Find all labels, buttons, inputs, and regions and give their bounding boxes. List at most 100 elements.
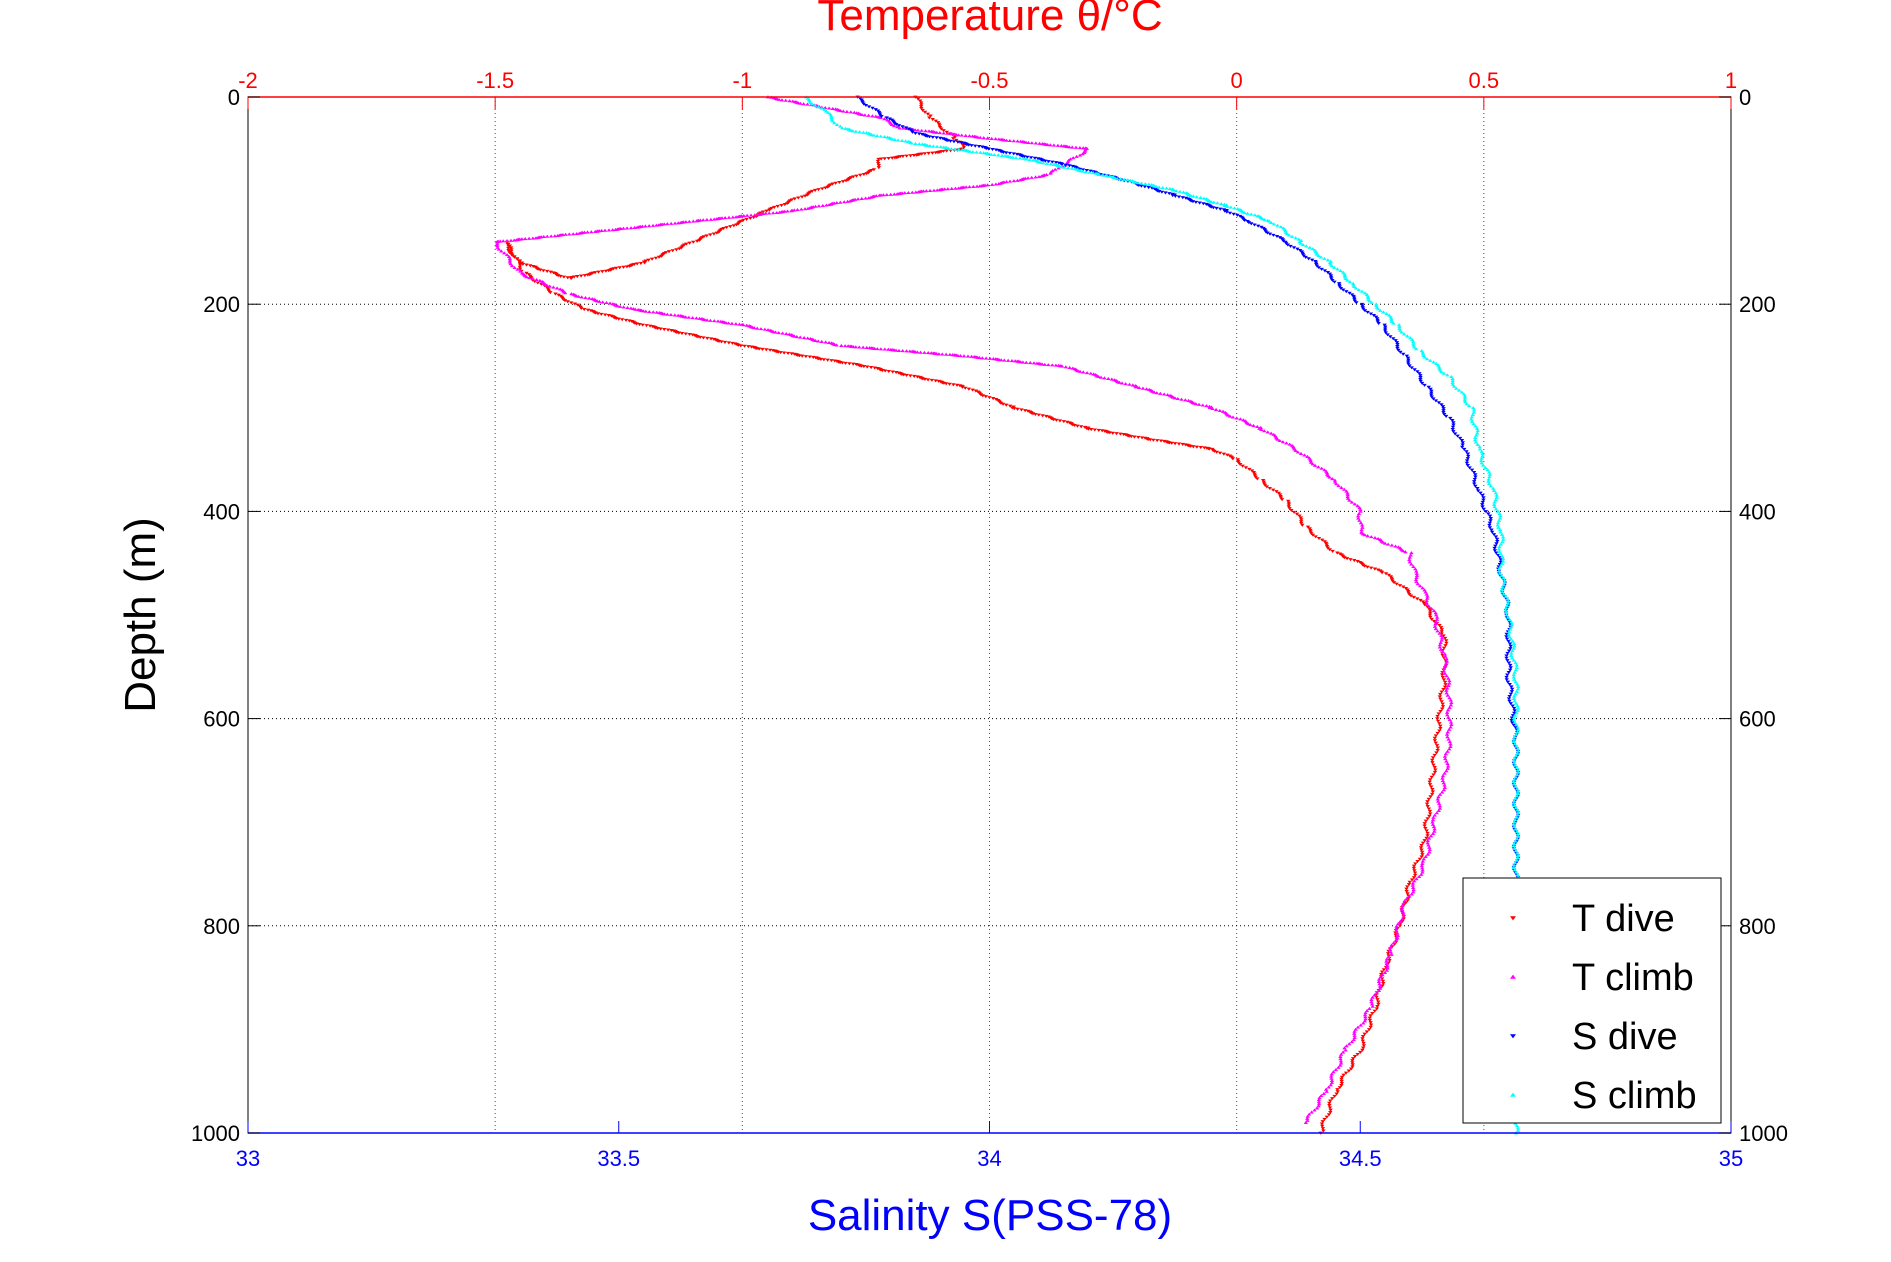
data-point [1325, 258, 1331, 262]
data-point [1332, 280, 1337, 284]
data-point [1407, 364, 1412, 368]
data-point [1437, 631, 1442, 635]
data-point [1426, 843, 1431, 847]
data-point [834, 122, 840, 126]
data-point [1487, 475, 1492, 479]
data-point [1004, 151, 1009, 155]
data-point [1333, 1067, 1339, 1072]
data-point [1505, 597, 1510, 601]
data-point [1025, 155, 1030, 159]
data-point [1408, 553, 1413, 557]
data-point [891, 124, 897, 128]
data-point [600, 300, 605, 304]
data-point [1445, 730, 1450, 734]
data-point [1511, 822, 1516, 826]
data-point [1059, 364, 1065, 368]
data-point [832, 121, 837, 125]
data-point [527, 276, 532, 280]
data-point [1436, 365, 1442, 369]
data-point [1360, 1037, 1365, 1041]
data-point [1397, 584, 1403, 588]
data-point [1320, 1127, 1326, 1131]
data-point [1348, 558, 1353, 562]
data-point [1198, 195, 1203, 199]
data-point [967, 134, 972, 138]
data-point [886, 369, 891, 374]
data-point [1440, 774, 1446, 778]
data-point [1488, 484, 1494, 488]
data-point [1084, 168, 1089, 173]
data-point [993, 398, 999, 402]
data-point [1509, 656, 1515, 660]
data-point [956, 133, 961, 137]
data-point [638, 261, 644, 266]
data-point [1433, 627, 1438, 631]
data-point [658, 254, 664, 258]
data-point [1050, 160, 1055, 164]
data-point [751, 216, 756, 220]
data-point [755, 212, 760, 217]
data-point [804, 193, 810, 197]
data-point [1498, 530, 1503, 534]
data-point [1271, 233, 1276, 237]
data-point [1430, 831, 1436, 836]
data-point [683, 332, 688, 336]
data-point [861, 172, 867, 177]
data-point [918, 105, 924, 109]
data-point [1442, 671, 1448, 675]
data-point [1255, 424, 1260, 428]
data-point [1334, 1092, 1339, 1096]
data-point [1413, 567, 1418, 571]
data-point [708, 233, 713, 237]
data-point [741, 218, 746, 222]
data-point [1146, 182, 1152, 186]
data-point [1118, 432, 1123, 436]
data-point [772, 205, 777, 209]
data-point [1431, 825, 1437, 829]
data-point [850, 129, 856, 133]
data-point [870, 106, 875, 110]
data-point [1305, 454, 1310, 458]
data-point [1430, 822, 1436, 826]
data-point [1427, 783, 1433, 787]
top-tick-label: -1.5 [476, 68, 514, 93]
data-point [903, 126, 909, 130]
data-point [913, 141, 918, 145]
data-point [1430, 758, 1435, 762]
data-point [1511, 696, 1516, 700]
data-point [1019, 408, 1024, 412]
data-point [1490, 486, 1496, 490]
data-point [1475, 487, 1480, 491]
data-point [1395, 346, 1400, 350]
data-point [879, 115, 884, 119]
data-point [1436, 802, 1442, 806]
data-point [1369, 1000, 1374, 1004]
data-point [524, 271, 529, 275]
data-point [850, 362, 856, 366]
data-point [1429, 785, 1434, 789]
data-point [1345, 493, 1350, 497]
data-point [1494, 542, 1499, 546]
data-point [1445, 735, 1450, 739]
data-point [1407, 894, 1412, 898]
data-point [1485, 468, 1490, 472]
data-point [1406, 362, 1411, 366]
data-point [1481, 496, 1486, 500]
data-point [1394, 582, 1399, 586]
data-point [1504, 654, 1509, 658]
data-point [1347, 1042, 1352, 1046]
data-point [1513, 784, 1518, 788]
data-point [1298, 241, 1303, 245]
data-point [1433, 613, 1439, 617]
data-point [1324, 543, 1329, 547]
data-point [813, 338, 818, 343]
data-point [1342, 556, 1347, 560]
data-point [610, 228, 615, 232]
data-point [812, 188, 818, 192]
data-point [1367, 1006, 1372, 1010]
data-point [687, 219, 692, 223]
data-point [1110, 431, 1116, 435]
data-point [1328, 1083, 1334, 1087]
bottom-tick-label: 33 [236, 1146, 260, 1171]
data-point [1500, 535, 1506, 539]
